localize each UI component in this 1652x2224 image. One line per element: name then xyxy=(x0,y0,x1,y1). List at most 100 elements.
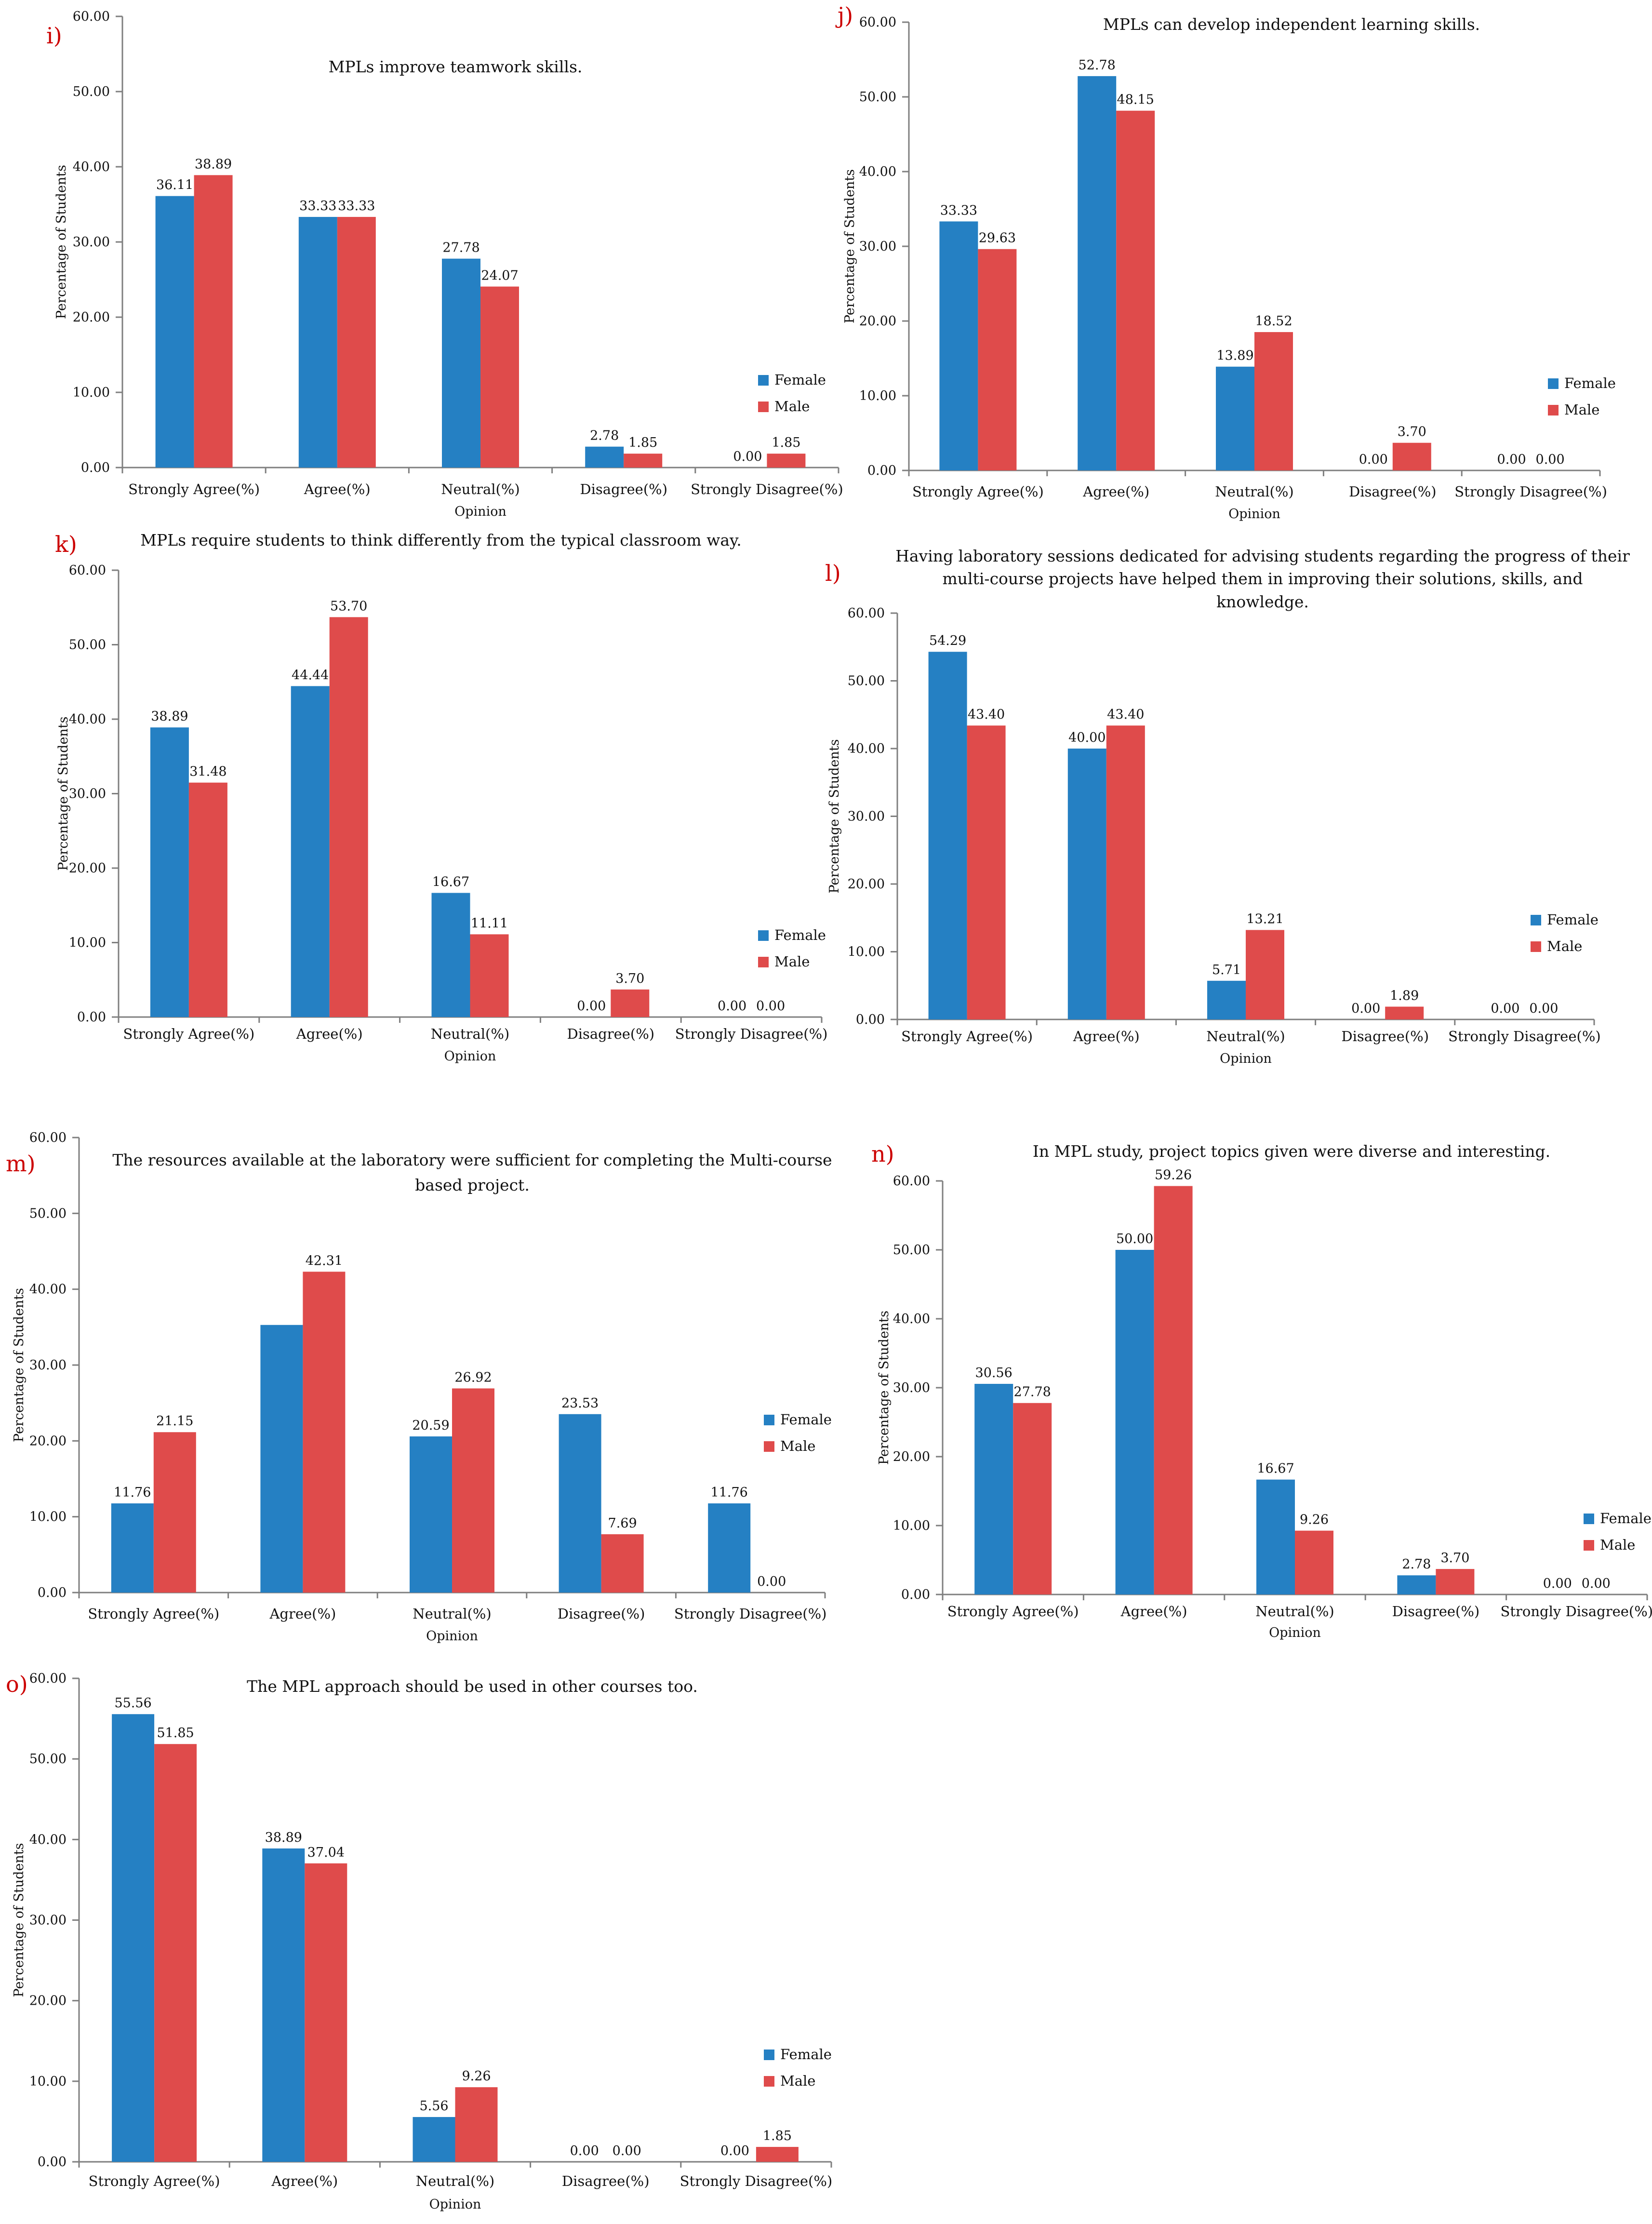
x-category-label: Strongly Disagree(%) xyxy=(680,2173,833,2189)
bar-male-1 xyxy=(1116,110,1155,471)
chart-title: multi-course projects have helped them i… xyxy=(943,569,1583,588)
x-axis-title: Opinion xyxy=(1220,1051,1272,1066)
legend-swatch-male xyxy=(764,2076,774,2087)
y-tick-label: 20.00 xyxy=(859,314,896,329)
y-axis-title: Percentage of Students xyxy=(56,716,71,871)
data-label-male: 3.70 xyxy=(1440,1551,1469,1566)
bar-male-2 xyxy=(1295,1530,1333,1594)
y-tick-label: 50.00 xyxy=(73,84,110,99)
chart-panel-i: i) MPLs improve teamwork skills. 0.00 10.00… xyxy=(46,9,843,519)
y-tick-label: 50.00 xyxy=(29,1206,67,1221)
x-axis-title: Opinion xyxy=(1269,1625,1321,1640)
data-label-female: 11.76 xyxy=(711,1485,748,1500)
x-category-label: Disagree(%) xyxy=(1349,483,1437,500)
y-tick-label: 0.00 xyxy=(901,1587,930,1602)
legend-label-female: Female xyxy=(1547,911,1599,928)
x-axis-title: Opinion xyxy=(444,1049,496,1064)
bar-female-2 xyxy=(1256,1479,1295,1594)
data-label-female: 52.78 xyxy=(1079,58,1116,73)
y-tick-label: 40.00 xyxy=(893,1312,930,1326)
y-tick-label: 50.00 xyxy=(29,1752,67,1767)
bar-male-0 xyxy=(978,249,1017,470)
x-category-label: Disagree(%) xyxy=(562,2173,650,2189)
x-category-label: Neutral(%) xyxy=(431,1026,509,1042)
bar-female-1 xyxy=(298,217,337,468)
y-tick-label: 40.00 xyxy=(73,160,110,174)
y-tick-label: 60.00 xyxy=(29,1130,67,1145)
bar-male-2 xyxy=(1246,930,1284,1019)
x-axis-title: Opinion xyxy=(429,2197,481,2212)
bar-female-4 xyxy=(708,1503,751,1593)
y-tick-label: 30.00 xyxy=(859,239,896,254)
x-category-label: Disagree(%) xyxy=(558,1606,645,1622)
x-category-label: Strongly Disagree(%) xyxy=(1454,483,1607,500)
data-label-female: 38.89 xyxy=(151,709,188,724)
bar-female-2 xyxy=(442,258,480,468)
x-category-label: Agree(%) xyxy=(271,2173,338,2189)
x-category-label: Agree(%) xyxy=(1082,483,1149,500)
data-label-female: 5.56 xyxy=(419,2099,448,2114)
data-label-female: 5.71 xyxy=(1212,963,1241,978)
y-axis-title: Percentage of Students xyxy=(842,169,857,323)
bar-female-1 xyxy=(1115,1250,1154,1594)
bar-female-2 xyxy=(410,1436,452,1593)
y-tick-label: 50.00 xyxy=(848,674,885,689)
legend-label-male: Male xyxy=(1564,402,1599,418)
legend-label-female: Female xyxy=(1564,375,1616,391)
x-category-label: Strongly Agree(%) xyxy=(128,481,260,497)
y-axis-title: Percentage of Students xyxy=(54,165,69,319)
legend-swatch-female xyxy=(1548,378,1559,389)
x-category-label: Agree(%) xyxy=(1120,1603,1187,1620)
chart-panel-j: j) MPLs can develop independent learning … xyxy=(835,2,1616,522)
data-label-female: 0.00 xyxy=(1497,452,1526,467)
bar-female-0 xyxy=(150,727,189,1017)
bar-male-1 xyxy=(329,617,368,1017)
legend-swatch-female xyxy=(1584,1514,1594,1524)
legend-label-female: Female xyxy=(774,372,826,388)
chart-panel-m: m) The resources available at the laborat… xyxy=(6,1130,832,1644)
bar-female-3 xyxy=(559,1414,601,1593)
x-category-label: Strongly Agree(%) xyxy=(912,483,1044,500)
legend-label-male: Male xyxy=(780,2073,815,2089)
chart-title: The resources available at the laborator… xyxy=(112,1151,832,1169)
x-category-label: Strongly Disagree(%) xyxy=(674,1606,827,1622)
data-label-male: 1.85 xyxy=(763,2129,792,2144)
y-tick-label: 20.00 xyxy=(73,310,110,325)
legend-label-female: Female xyxy=(780,2046,832,2063)
legend-swatch-female xyxy=(764,2050,774,2060)
x-category-label: Strongly Disagree(%) xyxy=(691,481,843,497)
bar-female-2 xyxy=(1207,980,1246,1019)
y-tick-label: 60.00 xyxy=(29,1671,67,1686)
y-axis-title: Percentage of Students xyxy=(877,1311,892,1465)
legend-swatch-male xyxy=(758,402,769,412)
bar-male-3 xyxy=(1392,442,1431,470)
data-label-female: 16.67 xyxy=(1257,1461,1294,1476)
y-tick-label: 60.00 xyxy=(859,15,896,30)
data-label-female: 38.89 xyxy=(265,1830,302,1845)
bar-male-3 xyxy=(601,1534,644,1593)
panel-letter: k) xyxy=(55,531,77,557)
legend-swatch-female xyxy=(758,375,769,386)
data-label-female: 27.78 xyxy=(442,241,480,255)
y-tick-label: 10.00 xyxy=(73,385,110,400)
data-label-male: 18.52 xyxy=(1255,314,1292,329)
data-label-female: 0.00 xyxy=(720,2144,749,2158)
x-category-label: Disagree(%) xyxy=(1392,1603,1480,1620)
data-label-male: 48.15 xyxy=(1117,93,1154,107)
y-tick-label: 0.00 xyxy=(81,460,110,475)
y-tick-label: 40.00 xyxy=(848,741,885,756)
legend-swatch-female xyxy=(764,1415,774,1425)
data-label-female: 0.00 xyxy=(733,449,762,464)
bar-male-2 xyxy=(452,1388,494,1593)
data-label-male: 3.70 xyxy=(615,971,644,986)
data-label-male: 42.31 xyxy=(306,1253,343,1268)
y-axis-title: Percentage of Students xyxy=(827,739,842,893)
panel-letter: j) xyxy=(835,2,853,28)
bar-female-0 xyxy=(112,1714,155,2162)
data-label-male: 29.63 xyxy=(979,231,1016,246)
legend-swatch-female xyxy=(758,930,769,941)
y-tick-label: 30.00 xyxy=(69,787,106,802)
data-label-male: 21.15 xyxy=(156,1414,193,1429)
y-tick-label: 10.00 xyxy=(29,2074,67,2089)
chart-title: knowledge. xyxy=(1216,592,1309,611)
